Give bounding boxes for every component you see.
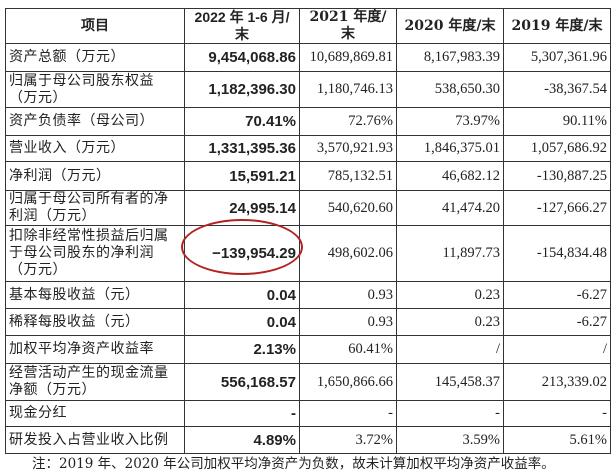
cell-value: 3.72% [299,426,397,454]
cell-value: 785,132.51 [299,161,397,191]
cell-value: 72.76% [299,107,397,136]
row-label: 基本每股收益（元） [5,281,185,309]
table-row: 净利润（万元） 15,591.21 785,132.51 46,682.12 -130,… [5,161,611,191]
cell-value: 0.93 [299,281,397,309]
table-row: 加权平均净资产收益率 2.13% 60.41% / / [5,335,611,364]
header-item: 项目 [5,8,185,44]
row-label: 归属于母公司股东权益（万元） [5,71,185,108]
table-row: 营业收入（万元） 1,331,395.36 3,570,921.93 1,846,37… [5,135,611,162]
row-label: 研发投入占营业收入比例 [5,426,185,454]
cell-value: 5,307,361.96 [503,43,611,72]
cell-value: 8,167,983.39 [396,43,504,72]
table-row: 研发投入占营业收入比例 4.89% 3.72% 3.59% 5.61% [5,426,611,454]
cell-value: / [396,335,504,364]
cell-value: 9,454,068.86 [184,43,300,72]
cell-value: / [503,335,611,364]
cell-value: 1,057,686.92 [503,135,611,162]
cell-value: 145,458.37 [396,363,504,401]
cell-value: 0.04 [184,281,300,309]
cell-value: 538,650.30 [396,71,504,108]
cell-value: 60.41% [299,335,397,364]
cell-value: - [396,400,504,427]
row-label: 营业收入（万元） [5,135,185,162]
table-row: 经营活动产生的现金流量净额（万元） 556,168.57 1,650,866.66 1… [5,363,611,401]
header-2021: 2021 年度/末 [299,8,397,44]
cell-value: 1,180,746.13 [299,71,397,108]
header-row: 项目 2022 年 1-6 月/末 2021 年度/末 2020 年度/末 20… [5,8,611,44]
header-2022h1: 2022 年 1-6 月/末 [184,8,300,44]
cell-value: 1,650,866.66 [299,363,397,401]
row-label: 净利润（万元） [5,161,185,191]
row-label: 经营活动产生的现金流量净额（万元） [5,363,185,401]
financial-table: 项目 2022 年 1-6 月/末 2021 年度/末 2020 年度/末 20… [5,8,611,454]
cell-value: 5.61% [503,426,611,454]
cell-value: 90.11% [503,107,611,136]
row-label: 稀释每股收益（元） [5,308,185,336]
cell-value: -130,887.25 [503,161,611,191]
cell-value: - [503,400,611,427]
cell-value: 1,331,395.36 [184,135,300,162]
cell-value: 3.59% [396,426,504,454]
cell-value: 46,682.12 [396,161,504,191]
cell-value: 10,689,869.81 [299,43,397,72]
cell-value: 556,168.57 [184,363,300,401]
cell-value: 3,570,921.93 [299,135,397,162]
row-label: 资产总额（万元） [5,43,185,72]
table-row: 基本每股收益（元） 0.04 0.93 0.23 -6.27 [5,281,611,309]
header-2020: 2020 年度/末 [396,8,504,44]
row-label: 现金分红 [5,400,185,427]
table-row: 现金分红 - - - - [5,400,611,427]
cell-value: -38,367.54 [503,71,611,108]
cell-value: 73.97% [396,107,504,136]
cell-value: 2.13% [184,335,300,364]
cell-value: -6.27 [503,308,611,336]
cell-value: 1,182,396.30 [184,71,300,108]
cell-value: -154,834.48 [503,225,611,282]
cell-value: - [299,400,397,427]
row-label: 归属于母公司所有者的净利润（万元） [5,190,185,226]
red-circle-highlight [181,219,303,275]
table-row: 扣除非经常性损益后归属于母公司股东的净利润（万元） −139,954.29 498,… [5,225,611,282]
row-label: 扣除非经常性损益后归属于母公司股东的净利润（万元） [5,225,185,282]
table-row: 资产总额（万元） 9,454,068.86 10,689,869.81 8,167,9… [5,43,611,72]
cell-value: 4.89% [184,426,300,454]
cell-value: -127,666.27 [503,190,611,226]
table-row: 归属于母公司所有者的净利润（万元） 24,995.14 540,620.60 41,4… [5,190,611,226]
table-row: 稀释每股收益（元） 0.04 0.93 0.23 -6.27 [5,308,611,336]
table-row: 资产负债率（母公司） 70.41% 72.76% 73.97% 90.11% [5,107,611,136]
footnote: 注：2019 年、2020 年公司加权平均净资产为负数，故未计算加权平均净资产收… [32,456,555,472]
cell-value: 70.41% [184,107,300,136]
cell-value: 41,474.20 [396,190,504,226]
cell-value: 498,602.06 [299,225,397,282]
cell-value: - [184,400,300,427]
table-row: 归属于母公司股东权益（万元） 1,182,396.30 1,180,746.13 53… [5,71,611,108]
cell-value: 0.23 [396,308,504,336]
cell-value: 540,620.60 [299,190,397,226]
cell-value: 213,339.02 [503,363,611,401]
row-label: 加权平均净资产收益率 [5,335,185,364]
cell-value: 11,897.73 [396,225,504,282]
cell-value: -6.27 [503,281,611,309]
cell-value: 15,591.21 [184,161,300,191]
cell-value: 0.04 [184,308,300,336]
cell-value: 0.93 [299,308,397,336]
row-label: 资产负债率（母公司） [5,107,185,136]
header-2019: 2019 年度/末 [503,8,611,44]
cell-value: 1,846,375.01 [396,135,504,162]
cell-value: 0.23 [396,281,504,309]
